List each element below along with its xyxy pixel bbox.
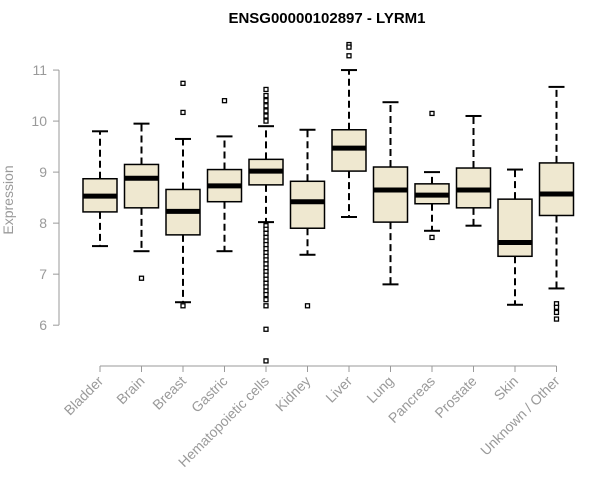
chart-title: ENSG00000102897 - LYRM1 xyxy=(228,10,425,27)
box-breast xyxy=(165,80,201,309)
y-tick-label: 10 xyxy=(31,113,47,129)
y-tick-label: 6 xyxy=(39,317,47,333)
outlier-point xyxy=(346,44,352,50)
iqr-box xyxy=(123,163,160,209)
outlier-point xyxy=(263,92,269,99)
y-tick-label: 9 xyxy=(39,164,47,180)
box-skin xyxy=(497,168,533,306)
outlier-point xyxy=(263,284,269,290)
outlier-point xyxy=(263,326,269,332)
outlier-point xyxy=(221,98,228,104)
outlier-point xyxy=(138,275,145,281)
outlier-point xyxy=(553,309,560,316)
x-tick-label: Liver xyxy=(322,373,355,406)
x-tick-label: Brain xyxy=(113,373,147,407)
outlier-point xyxy=(553,316,560,322)
outlier-point xyxy=(180,303,186,309)
outlier-point xyxy=(263,272,269,278)
outlier-point xyxy=(180,80,186,86)
outlier-point xyxy=(263,230,269,236)
box-lung xyxy=(372,101,409,286)
outlier-point xyxy=(263,257,269,263)
outlier-point xyxy=(263,226,269,232)
outlier-point xyxy=(263,241,269,248)
outlier-point xyxy=(263,291,269,298)
x-tick-label: Breast xyxy=(149,373,189,413)
outlier-point xyxy=(553,304,560,310)
box-liver xyxy=(331,41,367,219)
outlier-point xyxy=(429,110,435,117)
outlier-point xyxy=(346,53,352,59)
x-tick-label: Bladder xyxy=(61,373,107,419)
iqr-box xyxy=(372,166,409,223)
x-tick-label: Kidney xyxy=(272,373,314,415)
box-hematopoietic-cells xyxy=(248,86,284,364)
box-series xyxy=(82,41,575,364)
box-pancreas xyxy=(414,110,450,241)
outlier-point xyxy=(263,86,269,93)
outlier-point xyxy=(263,118,269,124)
iqr-box xyxy=(538,162,575,217)
outlier-point xyxy=(180,109,186,116)
outlier-point xyxy=(304,303,311,309)
x-tick-label: Lung xyxy=(363,373,396,406)
y-axis: 6 7 8 9 10 11 xyxy=(31,62,60,333)
iqr-box xyxy=(497,198,533,258)
box-bladder xyxy=(82,130,118,248)
outlier-point xyxy=(263,261,269,267)
outlier-point xyxy=(263,297,269,303)
x-tick-label: Unknown / Other xyxy=(477,373,563,459)
outlier-point xyxy=(263,303,269,309)
outlier-point xyxy=(263,103,269,109)
outlier-point xyxy=(429,234,435,241)
outlier-point xyxy=(263,358,269,364)
y-tick-label: 8 xyxy=(39,215,47,231)
box-unknown-other xyxy=(538,85,575,322)
outlier-point xyxy=(263,245,269,252)
box-prostate xyxy=(455,114,492,227)
iqr-box xyxy=(289,180,326,229)
y-tick-label: 11 xyxy=(32,62,47,78)
box-brain xyxy=(123,122,160,281)
outlier-point xyxy=(263,276,269,282)
x-tick-label: Prostate xyxy=(431,373,479,421)
outlier-point xyxy=(263,108,269,114)
x-tick-label: Skin xyxy=(491,373,522,404)
box-kidney xyxy=(289,128,326,309)
y-axis-label: Expression xyxy=(0,165,16,234)
box-gastric xyxy=(206,98,243,253)
y-tick-label: 7 xyxy=(39,266,47,282)
outlier-point xyxy=(263,113,269,119)
outlier-point xyxy=(263,98,269,104)
